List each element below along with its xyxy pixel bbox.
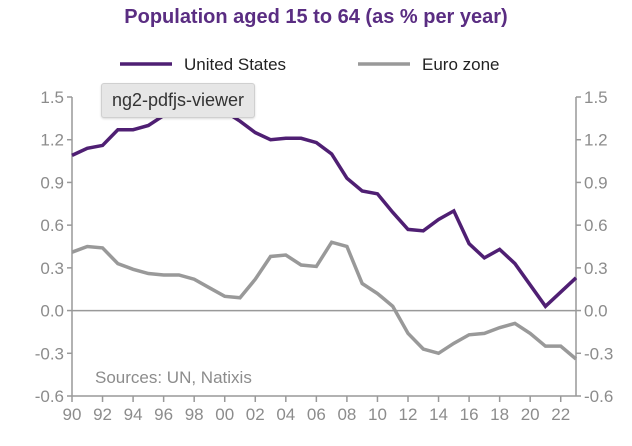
y-tick-label-right: 0.6 [584, 216, 608, 235]
chart-title: Population aged 15 to 64 (as % per year) [124, 6, 508, 28]
y-tick-label-left: 1.2 [40, 131, 64, 150]
x-tick-label: 06 [307, 405, 326, 424]
x-tick-label: 90 [63, 405, 82, 424]
x-tick-label: 94 [124, 405, 143, 424]
x-tick-label: 02 [246, 405, 265, 424]
y-tick-label-right: 0.9 [584, 173, 608, 192]
x-tick-label: 14 [429, 405, 448, 424]
x-tick-label: 18 [490, 405, 509, 424]
legend-label: Euro zone [422, 55, 500, 74]
x-tick-label: 00 [215, 405, 234, 424]
x-tick-label: 20 [521, 405, 540, 424]
y-tick-label-right: -0.6 [584, 387, 613, 406]
source-annotation: Sources: UN, Natixis [95, 368, 252, 387]
y-tick-label-left: 1.5 [40, 88, 64, 107]
y-tick-label-right: 1.2 [584, 131, 608, 150]
y-tick-label-right: 1.5 [584, 88, 608, 107]
x-tick-label: 16 [460, 405, 479, 424]
x-tick-label: 92 [93, 405, 112, 424]
y-tick-label-left: 0.6 [40, 216, 64, 235]
y-tick-label-left: 0.0 [40, 302, 64, 321]
series-line-euro-zone [71, 240, 578, 361]
x-tick-label: 96 [154, 405, 173, 424]
y-tick-label-left: -0.3 [35, 344, 64, 363]
x-tick-label: 22 [551, 405, 570, 424]
y-tick-label-right: -0.3 [584, 344, 613, 363]
y-tick-label-right: 0.0 [584, 302, 608, 321]
x-tick-label: 10 [368, 405, 387, 424]
x-tick-label: 12 [399, 405, 418, 424]
legend-label: United States [184, 55, 286, 74]
y-tick-label-left: -0.6 [35, 387, 64, 406]
x-tick-label: 98 [185, 405, 204, 424]
y-tick-label-left: 0.9 [40, 173, 64, 192]
x-tick-label: 04 [276, 405, 295, 424]
series-line-united-states [71, 102, 578, 309]
y-tick-label-right: 0.3 [584, 259, 608, 278]
y-tick-label-left: 0.3 [40, 259, 64, 278]
x-tick-label: 08 [337, 405, 356, 424]
tooltip: ng2-pdfjs-viewer [101, 83, 256, 118]
